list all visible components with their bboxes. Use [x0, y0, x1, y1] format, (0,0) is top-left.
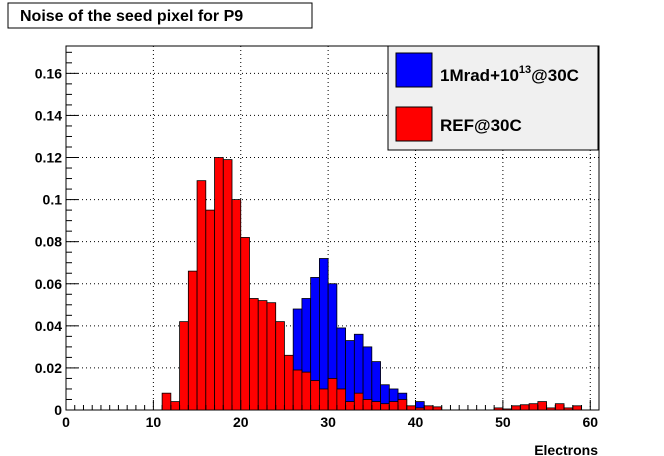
- x-tick-label: 40: [408, 414, 424, 430]
- histogram-bar-red: [493, 407, 504, 411]
- histogram-bar-red: [362, 399, 373, 411]
- y-tick-label: 0.06: [35, 276, 62, 292]
- histogram-bar-red: [345, 401, 355, 411]
- histogram-bar-red: [275, 321, 285, 411]
- histogram-bar-red: [388, 401, 399, 411]
- x-axis-label: Electrons: [534, 442, 598, 456]
- histogram-bar-red: [572, 405, 582, 411]
- histogram-bar-red: [563, 407, 574, 411]
- histogram-bar-blue: [318, 258, 329, 411]
- histogram-bar-red: [371, 401, 381, 411]
- y-tick-label: 0.12: [35, 150, 62, 166]
- legend-label-blue-sup: 13: [519, 64, 531, 76]
- x-tick-label: 30: [320, 414, 336, 430]
- legend-swatch-blue: [395, 52, 433, 88]
- histogram-bar-red: [222, 159, 233, 411]
- legend: 1Mrad+1013@30C REF@30C: [387, 45, 599, 151]
- histogram-bar-red: [432, 406, 443, 411]
- histogram-bar-blue: [345, 340, 355, 411]
- histogram-bar-red: [179, 321, 189, 411]
- legend-label-blue: 1Mrad+1013@30C: [440, 64, 579, 85]
- histogram-bar-red: [214, 157, 224, 411]
- y-tick-label: 0: [54, 402, 62, 418]
- histogram-bar-red: [310, 380, 320, 411]
- y-tick-label: 0.02: [35, 360, 62, 376]
- histogram-bar-red: [205, 209, 215, 411]
- y-tick-label: 0.1: [43, 192, 63, 208]
- histogram-bar-red: [301, 371, 312, 411]
- histogram-bar-red: [266, 302, 277, 411]
- histogram-bar-red: [546, 407, 556, 411]
- axis-ticks: [65, 51, 600, 411]
- x-tick-label: 20: [233, 414, 249, 430]
- histogram-bar-red: [554, 403, 565, 411]
- histogram-bar-red: [249, 298, 259, 411]
- y-tick-label: 0.08: [35, 234, 62, 250]
- histogram-bar-red: [257, 300, 268, 411]
- histogram-bar-red: [170, 401, 180, 411]
- histogram-bar-red: [327, 378, 338, 411]
- histogram-bar-red: [502, 408, 513, 411]
- histogram-bar-red: [318, 388, 329, 411]
- chart-title: Noise of the seed pixel for P9: [20, 8, 243, 25]
- x-tick-label: 50: [495, 414, 511, 430]
- histogram-bar-red: [528, 403, 539, 411]
- histogram-bar-red: [397, 399, 408, 411]
- histogram-bar-red: [196, 180, 207, 411]
- histogram-bar-red: [353, 392, 364, 411]
- legend-label-blue-main: 1Mrad+10: [440, 66, 519, 85]
- legend-label-blue-suffix: @30C: [531, 66, 579, 85]
- histogram-bar-red: [423, 405, 434, 411]
- histogram-bar-red: [284, 354, 294, 411]
- histogram-bar-red: [336, 388, 347, 411]
- histogram-bar-red: [406, 405, 416, 411]
- x-tick-label: 10: [146, 414, 162, 430]
- histogram-bar-red: [187, 270, 198, 411]
- chart-title-box: [7, 2, 313, 29]
- y-tick-label: 0.14: [35, 107, 62, 123]
- histogram-bar-red: [161, 392, 172, 411]
- histogram-bar-red: [380, 403, 390, 411]
- x-tick-labels: 0 10 20 30 40 50 60: [62, 414, 598, 430]
- legend-swatch-red: [395, 106, 433, 142]
- histogram-bar-red: [240, 237, 250, 411]
- histogram-bar-red: [519, 404, 530, 411]
- y-tick-label: 0.16: [35, 65, 62, 81]
- y-tick-label: 0.04: [35, 318, 62, 334]
- histogram-bar-red: [511, 405, 521, 411]
- legend-label-red: REF@30C: [440, 116, 522, 135]
- histogram-bar-red: [231, 199, 242, 411]
- histogram-bar-red: [292, 369, 303, 411]
- y-tick-labels: 0 0.02 0.04 0.06 0.08 0.1 0.12 0.14 0.16: [35, 65, 62, 418]
- x-tick-label: 0: [62, 414, 70, 430]
- x-tick-label: 60: [582, 414, 598, 430]
- histogram-bar-red: [415, 407, 425, 411]
- histogram-bar-red: [537, 401, 547, 411]
- histogram-bars: [161, 157, 582, 411]
